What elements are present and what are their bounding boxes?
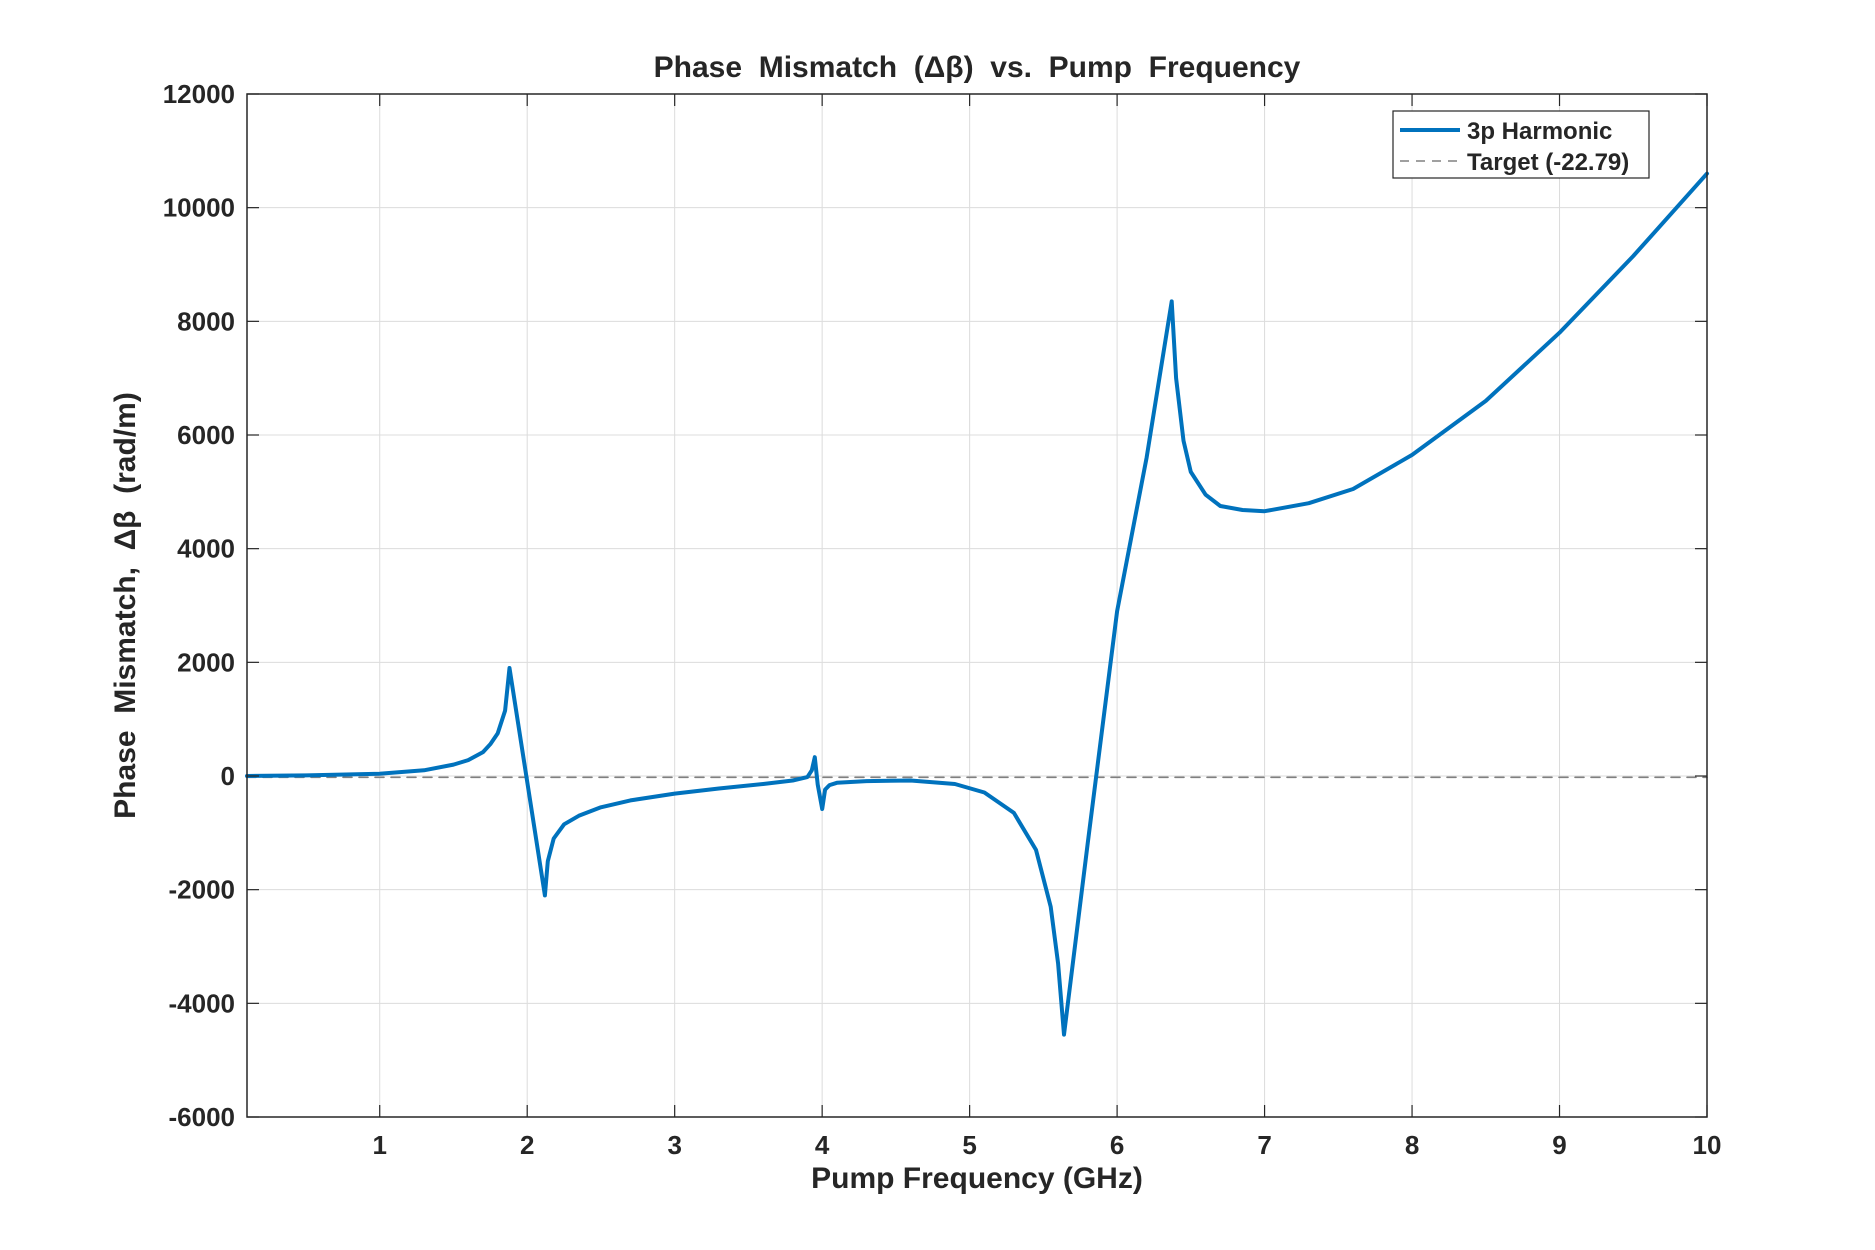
x-axis-label: Pump Frequency (GHz) <box>811 1162 1143 1195</box>
y-tick-label: 12000 <box>163 79 235 109</box>
y-tick-label: 4000 <box>177 534 235 564</box>
plot-frame <box>246 93 1708 1118</box>
ticks <box>247 93 1708 1118</box>
tick-labels: 1 2 3 4 5 6 7 8 9 10 -6000 -4000 -2000 0 2000 4000 6000 8… <box>163 79 1722 1160</box>
x-tick-label: 6 <box>1110 1130 1124 1160</box>
y-tick-label: 8000 <box>177 306 235 336</box>
y-tick-label: -2000 <box>169 875 236 905</box>
legend-entry-target: Target (-22.79) <box>1467 149 1629 176</box>
legend-box <box>1392 110 1650 179</box>
y-tick-label: 6000 <box>177 420 235 450</box>
x-tick-label: 4 <box>815 1130 830 1160</box>
y-tick-label: 10000 <box>163 193 235 223</box>
x-tick-label: 10 <box>1693 1130 1722 1160</box>
y-tick-label: 2000 <box>177 647 235 677</box>
x-tick-label: 8 <box>1405 1130 1419 1160</box>
x-tick-label: 3 <box>667 1130 681 1160</box>
series-layer <box>245 171 1709 1037</box>
series-line-3p-harmonic <box>245 171 1709 1037</box>
x-tick-label: 5 <box>962 1130 976 1160</box>
x-tick-label: 1 <box>372 1130 386 1160</box>
y-axis-label: Phase Mismatch, Δβ (rad/m) <box>109 392 142 819</box>
chart-title: Phase Mismatch (Δβ) vs. Pump Frequency <box>654 51 1301 84</box>
x-tick-label: 9 <box>1552 1130 1566 1160</box>
y-tick-label: -4000 <box>169 988 236 1018</box>
legend: 3p Harmonic Target (-22.79) <box>1392 110 1650 179</box>
plot-background <box>247 94 1707 1117</box>
y-tick-label: 0 <box>221 761 235 791</box>
x-tick-label: 7 <box>1257 1130 1271 1160</box>
x-tick-label: 2 <box>520 1130 534 1160</box>
legend-entry-3p-harmonic: 3p Harmonic <box>1467 118 1612 145</box>
y-tick-label: -6000 <box>169 1102 236 1132</box>
